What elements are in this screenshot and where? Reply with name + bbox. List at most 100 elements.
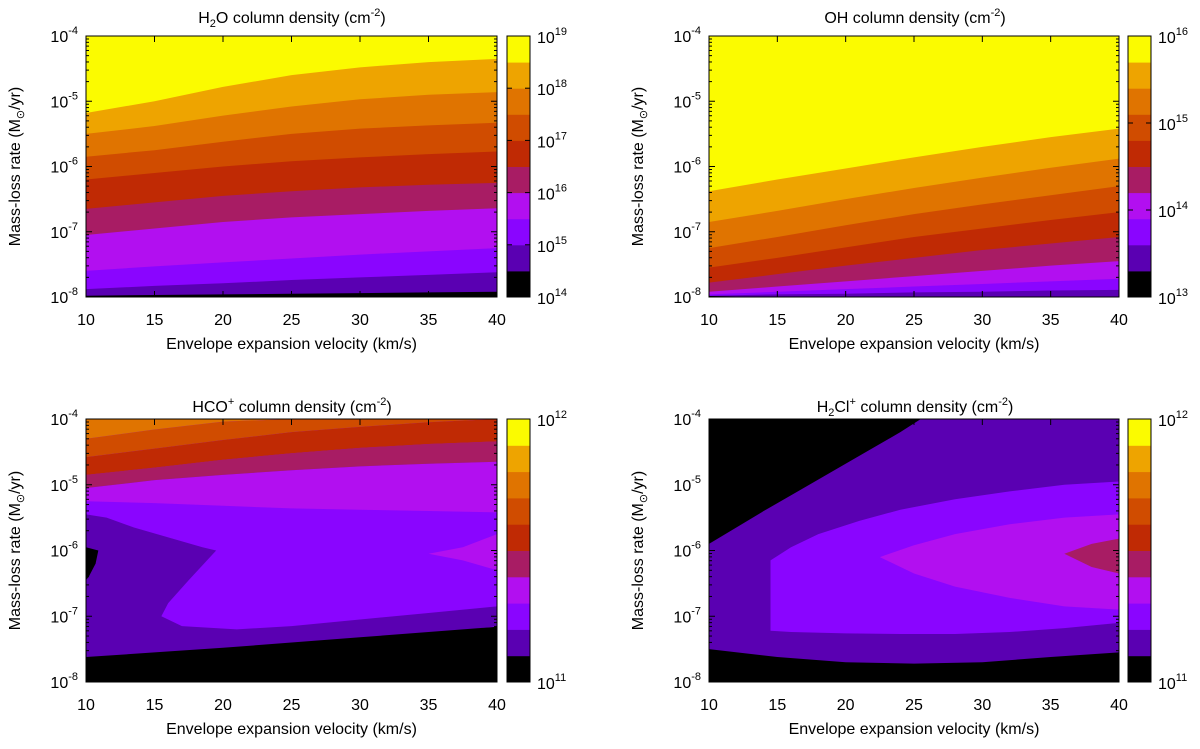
colorbar-swatch <box>1128 576 1151 604</box>
contour-band-level-5 <box>86 419 497 475</box>
colorbar-tick-label: 1012 <box>1158 409 1188 430</box>
colorbar-swatch <box>1128 445 1151 473</box>
y-tick-label: 10-5 <box>673 90 701 111</box>
x-axis-label: Envelope expansion velocity (km/s) <box>166 721 417 738</box>
contour-band-level-4 <box>1064 538 1119 574</box>
y-tick-label: 10-4 <box>50 408 78 429</box>
colorbar-swatch <box>507 655 530 683</box>
y-tick-label: 10-7 <box>50 221 78 242</box>
colorbar-tick-label: 1016 <box>537 183 567 204</box>
x-tick-label: 10 <box>700 697 718 714</box>
colorbar-frame <box>1127 35 1152 298</box>
hco-contours <box>86 419 497 682</box>
chart-title: H2O column density (cm-2) <box>198 7 386 30</box>
colorbar-swatch <box>507 36 530 63</box>
x-tick-label: 15 <box>768 312 786 329</box>
colorbar-swatch <box>507 629 530 657</box>
h2cl-contours <box>709 419 1119 682</box>
y-tick-label: 10-4 <box>50 25 78 46</box>
colorbar-swatch <box>507 603 530 630</box>
x-axis-label: Envelope expansion velocity (km/s) <box>166 336 417 353</box>
y-tick-label: 10-6 <box>50 540 78 561</box>
x-tick-label: 20 <box>837 312 855 329</box>
y-tick-label: 10-5 <box>50 90 78 111</box>
y-tick-label: 10-8 <box>673 286 701 307</box>
colorbar-swatch <box>507 166 530 194</box>
colorbar-tick-label: 1016 <box>1158 26 1188 47</box>
x-tick-label: 15 <box>768 697 786 714</box>
h2o-contours <box>86 36 497 297</box>
y-tick-label: 10-6 <box>673 156 701 177</box>
colorbar-swatch <box>1128 270 1151 298</box>
x-tick-label: 15 <box>146 312 164 329</box>
colorbar-swatch <box>507 576 530 604</box>
x-axis-label: Envelope expansion velocity (km/s) <box>789 721 1040 738</box>
y-tick-label: 10-5 <box>673 474 701 495</box>
x-tick-label: 10 <box>77 697 95 714</box>
colorbar-swatch <box>1128 36 1151 63</box>
contour-band-level-1 <box>86 514 497 659</box>
hco-panel: 10 15 20 25 30 35 40 10-8 10-7 10-6 10-5 10-4 HCO+ c… <box>7 396 567 738</box>
colorbar-frame <box>506 418 531 683</box>
colorbar-swatch <box>507 497 530 525</box>
colorbar-tick-label: 1011 <box>537 672 566 693</box>
colorbar-swatch <box>1128 244 1151 272</box>
h2cl-panel: 10 15 20 25 30 35 40 10-8 10-7 10-6 10-5 10-4 H2Cl+ … <box>630 396 1188 738</box>
colorbar-tick-label: 1015 <box>537 235 567 256</box>
colorbar-tick-label: 1017 <box>537 130 567 151</box>
colorbar-swatch <box>1128 497 1151 525</box>
colorbar-tick-label: 1012 <box>537 409 567 430</box>
colorbar-swatch <box>1128 192 1151 220</box>
colorbar-swatch <box>1128 550 1151 578</box>
y-tick-label: 10-8 <box>50 286 78 307</box>
y-tick-label: 10-5 <box>50 474 78 495</box>
colorbar-swatch <box>1128 419 1151 446</box>
colorbar-swatch <box>1128 603 1151 630</box>
colorbar-swatch <box>1128 655 1151 683</box>
y-tick-label: 10-6 <box>673 540 701 561</box>
colorbar-tick-label: 1014 <box>537 287 567 308</box>
contour-band-level-3 <box>879 514 1119 610</box>
colorbar-swatch <box>1128 471 1151 499</box>
colorbar-swatch <box>1128 524 1151 551</box>
contour-band-level-0 <box>86 626 497 682</box>
x-tick-label: 40 <box>1110 312 1128 329</box>
x-tick-label: 20 <box>214 312 232 329</box>
x-tick-label: 35 <box>1042 697 1060 714</box>
colorbar-tick-label: 1019 <box>537 26 567 47</box>
y-axis-label: Mass-loss rate (M⊙/yr) <box>630 471 650 630</box>
x-tick-label: 30 <box>973 312 991 329</box>
colorbar-frame <box>506 35 531 298</box>
colorbar-swatch <box>507 218 530 246</box>
x-tick-label: 35 <box>420 312 438 329</box>
colorbar-swatch <box>1128 88 1151 115</box>
contour-band-level-9 <box>709 36 1119 192</box>
colorbar-tick-label: 1011 <box>1158 672 1187 693</box>
colorbar-tick-label: 1015 <box>1158 113 1188 134</box>
x-tick-label: 15 <box>146 697 164 714</box>
x-tick-label: 40 <box>488 697 506 714</box>
y-tick-label: 10-7 <box>673 221 701 242</box>
chart-title: OH column density (cm-2) <box>824 7 1005 27</box>
colorbar-tick-label: 1018 <box>537 78 567 99</box>
x-tick-label: 20 <box>214 697 232 714</box>
x-tick-label: 25 <box>283 312 301 329</box>
colorbar-swatch <box>1128 140 1151 167</box>
y-tick-label: 10-8 <box>673 671 701 692</box>
contour-band-level-3 <box>428 534 497 571</box>
colorbar-swatch <box>1128 166 1151 194</box>
contour-band-level-9 <box>86 36 497 113</box>
colorbar-swatch <box>1128 62 1151 89</box>
x-tick-label: 20 <box>837 697 855 714</box>
colorbar-swatch <box>507 445 530 473</box>
colorbar-swatch <box>507 471 530 499</box>
colorbar-swatch <box>507 270 530 298</box>
colorbar-swatch <box>507 524 530 551</box>
y-tick-label: 10-8 <box>50 671 78 692</box>
y-tick-label: 10-6 <box>50 156 78 177</box>
x-tick-label: 40 <box>488 312 506 329</box>
